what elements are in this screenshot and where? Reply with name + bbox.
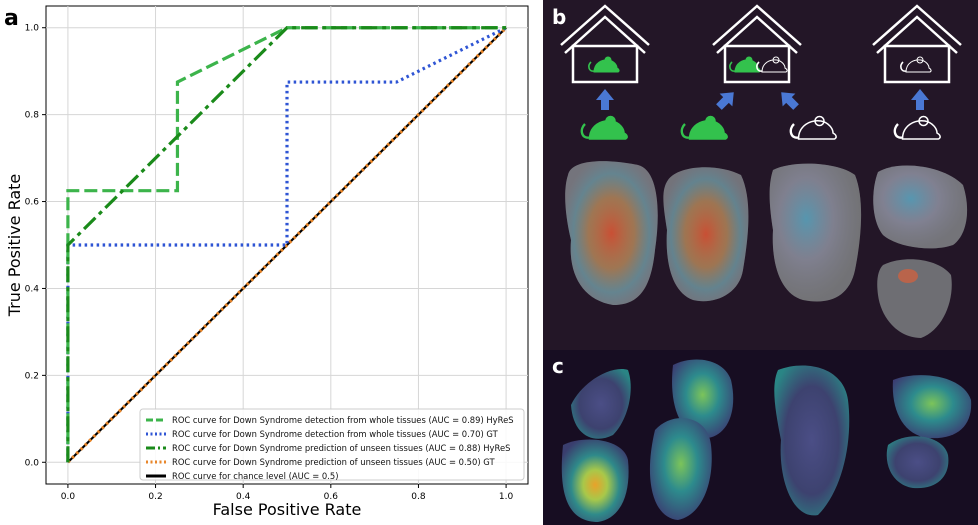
x-tick-label: 0.6 xyxy=(324,492,339,502)
x-tick-label: 0.2 xyxy=(148,492,162,502)
arrow-up-left-icon xyxy=(774,85,803,114)
mouse-white-icon xyxy=(893,115,942,141)
tissue-map xyxy=(672,359,734,438)
x-tick-label: 0.4 xyxy=(236,492,251,502)
legend-entry: ROC curve for Down Syndrome detection fr… xyxy=(172,429,499,439)
panel-b-label: b xyxy=(552,5,567,29)
x-tick-label: 1.0 xyxy=(499,492,514,502)
legend: ROC curve for Down Syndrome detection fr… xyxy=(139,408,525,481)
brain-slice xyxy=(769,163,862,302)
panel-b-illustration xyxy=(560,4,968,338)
tissue-map xyxy=(649,418,712,520)
panel-a-label: a xyxy=(4,6,19,31)
y-tick-label: 0.4 xyxy=(25,284,40,294)
axis-ticks: 0.0 0.2 0.4 0.6 0.8 1.0 0.0 0.2 0.4 0.6 0.8 1.0 xyxy=(25,24,514,502)
house-1 xyxy=(560,4,650,84)
tissue-map xyxy=(561,439,629,522)
panel-c-illustration xyxy=(561,359,972,522)
x-axis-label: False Positive Rate xyxy=(213,500,362,519)
y-tick-label: 0.8 xyxy=(25,111,40,121)
tissue-map xyxy=(571,369,631,439)
arrow-up-icon xyxy=(596,89,614,110)
house-2 xyxy=(712,4,802,84)
legend-entry: ROC curve for Down Syndrome prediction o… xyxy=(172,443,510,453)
series-line xyxy=(66,26,507,463)
tissue-map xyxy=(892,375,972,439)
mouse-green-icon xyxy=(680,115,729,141)
x-tick-label: 0.0 xyxy=(61,492,76,502)
legend-entry: ROC curve for Down Syndrome detection fr… xyxy=(172,415,514,425)
panel-b-mouse-brains: b xyxy=(543,0,978,350)
legend-entry: ROC curve for chance level (AUC = 0.5) xyxy=(172,471,338,481)
tissue-map xyxy=(774,365,850,516)
y-tick-label: 0.6 xyxy=(25,198,40,208)
panel-c-intensity-maps: c xyxy=(543,350,978,525)
roc-chart: a 0.0 0.2 0.4 0.6 0.8 1.0 0.0 0.2 0.4 0.6 0.8 1.0 F… xyxy=(4,5,529,519)
mouse-white-icon xyxy=(789,115,838,141)
legend-box xyxy=(139,408,525,481)
y-tick-label: 1.0 xyxy=(25,24,40,34)
legend-entry: ROC curve for Down Syndrome prediction o… xyxy=(172,457,495,467)
y-tick-label: 0.0 xyxy=(25,458,40,468)
house-3 xyxy=(872,4,962,84)
y-tick-label: 0.2 xyxy=(25,371,39,381)
brain-slice xyxy=(565,161,658,305)
brain-slice xyxy=(877,259,952,338)
mouse-green-icon xyxy=(588,56,620,73)
panel-c-label: c xyxy=(552,354,564,378)
tissue-map xyxy=(886,436,949,489)
brain-slice xyxy=(663,167,749,302)
mouse-green-icon xyxy=(729,56,761,73)
series-line xyxy=(66,26,508,464)
brain-slice xyxy=(873,165,968,249)
mouse-green-icon xyxy=(580,115,629,141)
mouse-white-icon xyxy=(900,56,932,73)
arrow-up-icon xyxy=(911,89,929,110)
y-axis-label: True Positive Rate xyxy=(5,174,24,318)
series-layer xyxy=(66,26,508,464)
x-tick-label: 0.8 xyxy=(411,492,426,502)
arrow-up-right-icon xyxy=(712,85,741,114)
mouse-white-icon xyxy=(756,56,788,73)
